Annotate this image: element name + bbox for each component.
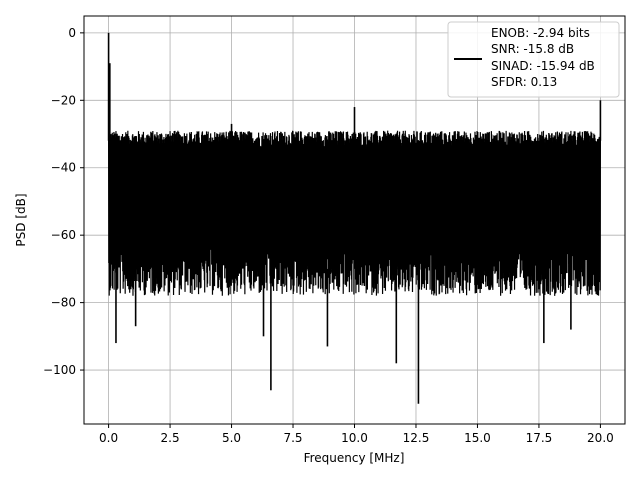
y-tick-label: 0: [68, 26, 76, 40]
psd-series: [107, 32, 602, 404]
x-tick-label: 20.0: [587, 431, 614, 445]
x-tick-label: 17.5: [526, 431, 553, 445]
legend-sinad: SINAD: -15.94 dB: [491, 59, 595, 73]
psd-trace: [107, 130, 602, 296]
x-tick-label: 15.0: [464, 431, 491, 445]
y-axis-ticks: 0 −20 −40 −60 −80 −100: [43, 26, 84, 377]
x-axis-label: Frequency [MHz]: [304, 451, 405, 465]
legend-sfdr: SFDR: 0.13: [491, 75, 557, 89]
x-tick-label: 2.5: [161, 431, 180, 445]
y-tick-label: −80: [51, 296, 76, 310]
legend-snr: SNR: -15.8 dB: [491, 42, 574, 56]
x-tick-label: 5.0: [222, 431, 241, 445]
x-tick-label: 7.5: [283, 431, 302, 445]
x-tick-label: 12.5: [403, 431, 430, 445]
legend: ENOB: -2.94 bits SNR: -15.8 dB SINAD: -1…: [447, 21, 620, 98]
legend-enob: ENOB: -2.94 bits: [491, 26, 590, 40]
x-tick-label: 10.0: [341, 431, 368, 445]
x-axis-ticks: 0.0 2.5 5.0 7.5 10.0 12.5 15.0 17.5 20.0: [99, 424, 614, 445]
x-tick-label: 0.0: [99, 431, 118, 445]
y-tick-label: −20: [51, 93, 76, 107]
y-tick-label: −100: [43, 363, 76, 377]
y-tick-label: −40: [51, 161, 76, 175]
y-tick-label: −60: [51, 228, 76, 242]
y-axis-label: PSD [dB]: [14, 193, 28, 246]
legend-box: [447, 21, 620, 98]
